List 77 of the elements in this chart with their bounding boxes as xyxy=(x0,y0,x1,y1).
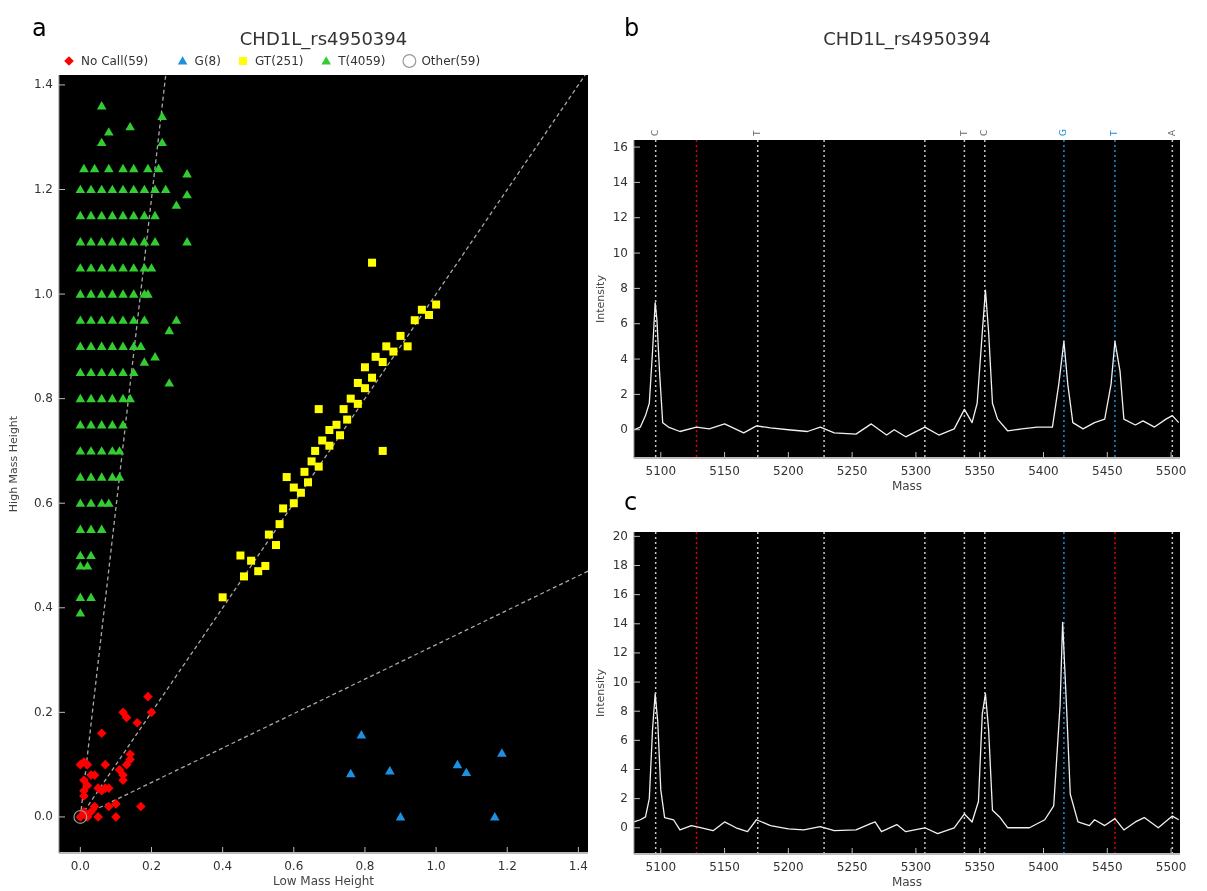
y-tick-label: 2 xyxy=(620,386,628,401)
x-tick-label: 5100 xyxy=(645,464,677,478)
x-axis-title: Mass xyxy=(891,479,923,493)
y-axis-title: Intensity xyxy=(594,274,607,323)
chart-title: CHD1L_rs4950394 xyxy=(823,28,991,50)
ref-line-label: C xyxy=(650,129,661,136)
x-tick-label: 5450 xyxy=(1092,860,1123,874)
y-tick-label: 4 xyxy=(620,351,628,366)
y-tick-label: 1.0 xyxy=(33,286,53,301)
x-tick-label: 5400 xyxy=(1028,860,1059,874)
ref-line-label: C xyxy=(979,129,990,136)
y-tick-label: 6 xyxy=(620,732,628,747)
x-tick-label: 0.8 xyxy=(355,859,375,873)
legend-label: G(8) xyxy=(194,53,221,68)
y-tick-label: 0.6 xyxy=(33,495,53,510)
y-tick-label: 4 xyxy=(620,761,628,776)
y-tick-label: 16 xyxy=(612,139,628,154)
y-tick-label: 18 xyxy=(612,558,628,573)
x-tick-label: 1.4 xyxy=(568,859,588,873)
x-tick-label: 1.2 xyxy=(497,859,517,873)
legend-label: T(4059) xyxy=(337,53,386,68)
x-axis-title: Mass xyxy=(891,875,923,889)
x-tick-label: 0.2 xyxy=(141,859,162,873)
y-tick-label: 0.0 xyxy=(33,809,53,824)
x-tick-label: 5500 xyxy=(1155,464,1187,478)
y-tick-label: 12 xyxy=(612,210,628,225)
ref-line-label: T xyxy=(1109,130,1120,137)
x-tick-label: 5250 xyxy=(836,464,868,478)
y-axis-title: High Mass Height xyxy=(7,415,20,513)
y-tick-label: 10 xyxy=(612,674,628,689)
x-tick-label: 5150 xyxy=(709,464,740,478)
y-tick-label: 0 xyxy=(620,820,628,835)
y-tick-label: 0.2 xyxy=(33,704,53,719)
y-tick-label: 1.4 xyxy=(33,77,53,92)
y-tick-label: 8 xyxy=(620,280,628,295)
y-tick-label: 0.8 xyxy=(33,391,53,406)
text: c xyxy=(624,488,638,516)
legend-label: Other(59) xyxy=(421,53,481,68)
x-tick-label: 5200 xyxy=(773,464,804,478)
x-tick-label: 5400 xyxy=(1028,464,1059,478)
x-tick-label: 5200 xyxy=(773,860,804,874)
y-tick-label: 2 xyxy=(620,791,628,806)
y-tick-label: 0.4 xyxy=(33,600,53,615)
ref-line-label: A xyxy=(1166,129,1177,136)
y-tick-label: 14 xyxy=(612,174,628,189)
x-tick-label: 5300 xyxy=(900,464,932,478)
x-axis-title: Low Mass Height xyxy=(272,874,375,888)
y-tick-label: 16 xyxy=(612,587,628,602)
x-tick-label: 5350 xyxy=(964,464,995,478)
x-tick-label: 5150 xyxy=(709,860,740,874)
x-tick-label: 5350 xyxy=(964,860,995,874)
y-tick-label: 14 xyxy=(612,616,628,631)
y-tick-label: 6 xyxy=(620,316,628,331)
y-tick-label: 12 xyxy=(612,645,628,660)
text: a xyxy=(32,14,47,42)
x-tick-label: 5100 xyxy=(645,860,677,874)
y-tick-label: 0 xyxy=(620,422,628,437)
x-tick-label: 1.0 xyxy=(426,859,446,873)
x-tick-label: 5250 xyxy=(836,860,868,874)
ref-line-label: T xyxy=(958,130,969,137)
y-tick-label: 10 xyxy=(612,245,628,260)
x-tick-label: 0.0 xyxy=(70,859,90,873)
x-tick-label: 5500 xyxy=(1155,860,1187,874)
legend-label: GT(251) xyxy=(255,53,304,68)
legend-label: No Call(59) xyxy=(81,53,149,68)
y-tick-label: 8 xyxy=(620,703,628,718)
x-tick-label: 0.4 xyxy=(213,859,233,873)
text: b xyxy=(624,14,640,42)
chart-title: CHD1L_rs4950394 xyxy=(239,28,408,50)
y-tick-label: 20 xyxy=(612,528,628,543)
ref-line-label: T xyxy=(752,130,763,137)
x-tick-label: 5300 xyxy=(900,860,932,874)
x-tick-label: 0.6 xyxy=(284,859,304,873)
y-axis-title: Intensity xyxy=(594,668,607,717)
ref-line-label: G xyxy=(1058,129,1069,136)
x-tick-label: 5450 xyxy=(1092,464,1123,478)
y-tick-label: 1.2 xyxy=(33,182,53,196)
